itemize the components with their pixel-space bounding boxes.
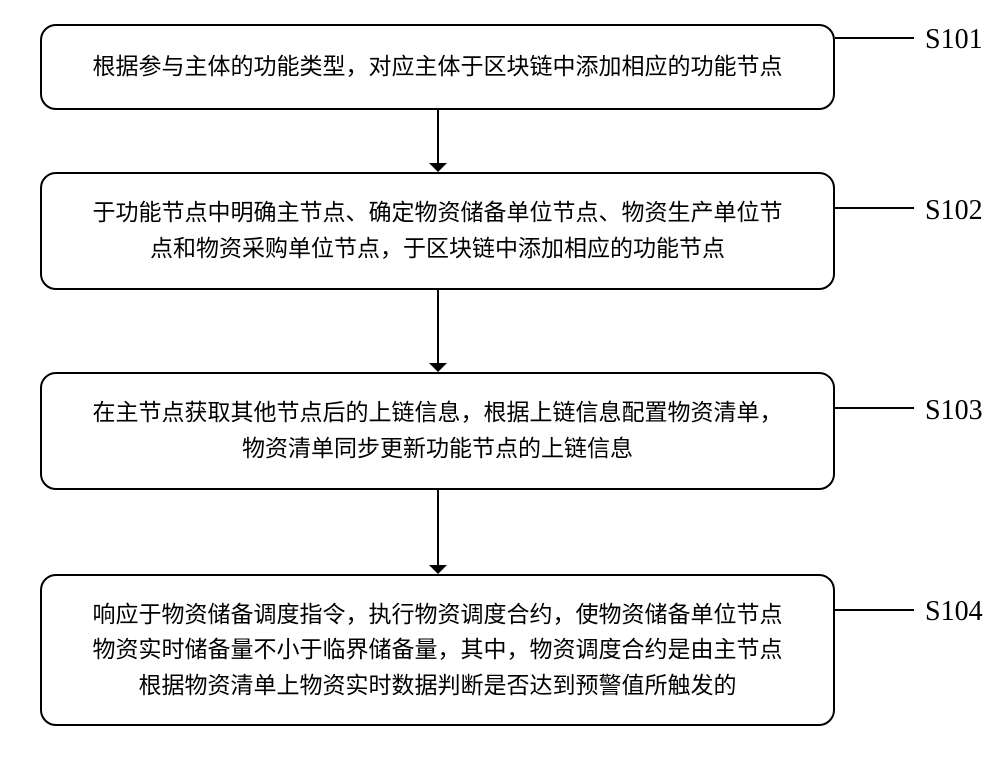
flow-step-text: 根据物资清单上物资实时数据判断是否达到预警值所触发的 [139, 668, 737, 704]
step-label-s102: S102 [925, 195, 983, 227]
flow-step-text: 根据参与主体的功能类型，对应主体于区块链中添加相应的功能节点 [93, 49, 783, 85]
connector-s102-s103 [437, 290, 439, 363]
arrowhead-icon [429, 363, 447, 372]
flow-step-s104: 响应于物资储备调度指令，执行物资调度合约，使物资储备单位节点物资实时储备量不小于… [40, 574, 835, 726]
flow-step-s102: 于功能节点中明确主节点、确定物资储备单位节点、物资生产单位节点和物资采购单位节点… [40, 172, 835, 290]
flow-step-text: 点和物资采购单位节点，于区块链中添加相应的功能节点 [150, 231, 725, 267]
arrowhead-icon [429, 565, 447, 574]
flow-step-text: 于功能节点中明确主节点、确定物资储备单位节点、物资生产单位节 [93, 195, 783, 231]
flow-step-text: 响应于物资储备调度指令，执行物资调度合约，使物资储备单位节点 [93, 597, 783, 633]
flow-step-text: 物资实时储备量不小于临界储备量，其中，物资调度合约是由主节点 [93, 632, 783, 668]
step-label-s103: S103 [925, 395, 983, 427]
connector-s101-s102 [437, 110, 439, 163]
connector-s103-s104 [437, 490, 439, 565]
step-label-s101: S101 [925, 24, 983, 56]
arrowhead-icon [429, 163, 447, 172]
flow-step-s101: 根据参与主体的功能类型，对应主体于区块链中添加相应的功能节点 [40, 24, 835, 110]
step-label-s104: S104 [925, 596, 983, 628]
flow-step-s103: 在主节点获取其他节点后的上链信息，根据上链信息配置物资清单，物资清单同步更新功能… [40, 372, 835, 490]
flow-step-text: 在主节点获取其他节点后的上链信息，根据上链信息配置物资清单， [93, 395, 783, 431]
flow-step-text: 物资清单同步更新功能节点的上链信息 [242, 431, 633, 467]
flowchart-canvas: 根据参与主体的功能类型，对应主体于区块链中添加相应的功能节点 S101 于功能节点中… [0, 0, 1000, 769]
